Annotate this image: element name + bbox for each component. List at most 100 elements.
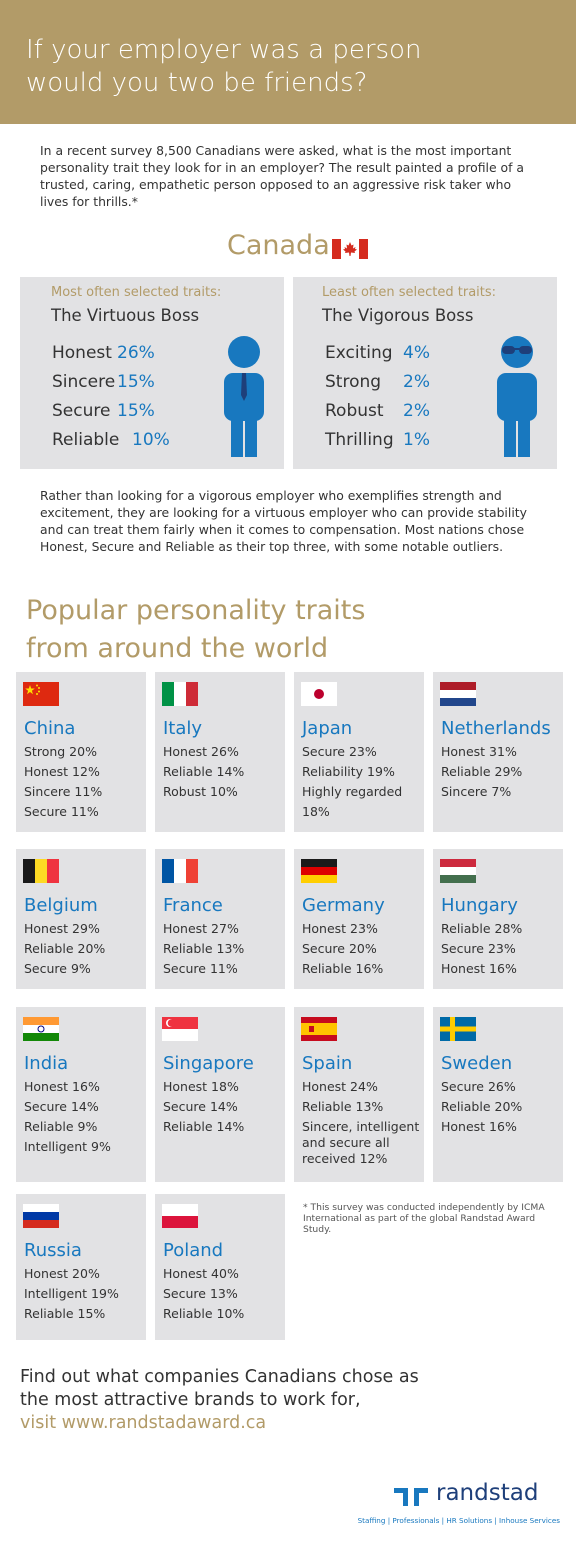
trait-line: Honest 27% [163, 921, 239, 936]
hungary-flag-icon [440, 859, 476, 883]
country-name: Poland [163, 1240, 224, 1261]
section-heading-line-1: Popular personality traits [26, 595, 366, 626]
country-name: Japan [302, 718, 353, 739]
country-traits: Honest 23% Secure 20% Reliable 16% [302, 919, 422, 979]
country-traits: Honest 26% Reliable 14% Robust 10% [163, 742, 283, 802]
cta-line-2: the most attractive brands to work for, [20, 1390, 361, 1410]
trait-line: Secure 13% [163, 1286, 238, 1301]
virtuous-trait-name: Secure [52, 401, 111, 421]
businessman-figure-icon [224, 336, 264, 457]
country-card-germany: Germany Honest 23% Secure 20% Reliable 1… [294, 849, 424, 989]
country-card-sweden: Sweden Secure 26% Reliable 20% Honest 16… [433, 1007, 563, 1182]
virtuous-trait-name: Honest [52, 343, 112, 363]
netherlands-flag-icon [440, 682, 476, 706]
vigorous-subtitle: Least often selected traits: [322, 285, 497, 300]
trait-line: Reliable 20% [441, 1099, 523, 1114]
country-name: India [24, 1053, 69, 1074]
vigorous-trait-name: Exciting [325, 343, 393, 363]
trait-line: Reliable 13% [163, 941, 245, 956]
italy-flag-icon [162, 682, 198, 706]
country-traits: Honest 29% Reliable 20% Secure 9% [24, 919, 144, 979]
trait-line: Secure 23% [441, 941, 516, 956]
trait-line: Intelligent 19% [24, 1286, 119, 1301]
country-traits: Honest 40% Secure 13% Reliable 10% [163, 1264, 283, 1324]
randstad-wordmark: randstad [436, 1480, 539, 1506]
vigorous-trait-pct: 4% [403, 343, 430, 363]
trait-line: Reliable 15% [24, 1306, 106, 1321]
trait-line: Intelligent 9% [24, 1139, 111, 1154]
country-name: Russia [24, 1240, 82, 1261]
canada-heading: Canada [227, 230, 368, 266]
randstad-award-link[interactable]: visit www.randstadaward.ca [20, 1413, 267, 1433]
country-name: Netherlands [441, 718, 551, 739]
trait-line: Honest 20% [24, 1266, 100, 1281]
country-name: Italy [163, 718, 203, 739]
virtuous-trait-pct: 15% [117, 372, 155, 392]
trait-line: Honest 40% [163, 1266, 239, 1281]
country-traits: Secure 23% Reliability 19% Highly regard… [302, 742, 416, 822]
virtuous-subtitle: Most often selected traits: [51, 285, 222, 300]
section-heading: Popular personality traits from around t… [26, 592, 546, 668]
trait-line: Honest 26% [163, 744, 239, 759]
country-card-japan: Japan Secure 23% Reliability 19% Highly … [294, 672, 424, 832]
sunglasses-figure-icon [497, 336, 537, 457]
trait-line: Honest 16% [441, 961, 517, 976]
trait-line: Secure 23% [302, 744, 377, 759]
trait-line: Honest 18% [163, 1079, 239, 1094]
country-traits: Honest 27% Reliable 13% Secure 11% [163, 919, 283, 979]
vigorous-trait-name: Robust [325, 401, 384, 421]
country-traits: Secure 26% Reliable 20% Honest 16% [441, 1077, 561, 1137]
country-card-hungary: Hungary Reliable 28% Secure 23% Honest 1… [433, 849, 563, 989]
trait-line: Reliable 9% [24, 1119, 98, 1134]
vigorous-trait-name: Strong [325, 372, 382, 392]
randstad-logo: randstad [392, 1480, 562, 1510]
trait-line: Honest 29% [24, 921, 100, 936]
country-traits: Honest 18% Secure 14% Reliable 14% [163, 1077, 283, 1137]
sweden-flag-icon [440, 1017, 476, 1041]
trait-line: Sincere, intelligent and secure all rece… [302, 1119, 420, 1166]
trait-line: Secure 11% [24, 804, 99, 819]
india-flag-icon [23, 1017, 59, 1041]
country-name: Belgium [24, 895, 98, 916]
country-card-spain: Spain Honest 24% Reliable 13% Sincere, i… [294, 1007, 424, 1182]
trait-line: Reliable 29% [441, 764, 523, 779]
country-name: China [24, 718, 76, 739]
spain-flag-icon [301, 1017, 337, 1041]
country-traits: Honest 20% Intelligent 19% Reliable 15% [24, 1264, 144, 1324]
trait-line: Reliable 16% [302, 961, 384, 976]
germany-flag-icon [301, 859, 337, 883]
country-name: Sweden [441, 1053, 513, 1074]
cta-line-1: Find out what companies Canadians chose … [20, 1367, 419, 1387]
country-traits: Reliable 28% Secure 23% Honest 16% [441, 919, 561, 979]
virtuous-trait-pct: 15% [117, 401, 155, 421]
trait-line: Honest 16% [24, 1079, 100, 1094]
call-to-action: Find out what companies Canadians chose … [20, 1366, 560, 1435]
services-tagline: Staffing | Professionals | HR Solutions … [357, 1516, 560, 1525]
page-title: If your employer was a person would you … [26, 34, 566, 100]
trait-line: Reliable 14% [163, 1119, 245, 1134]
vigorous-trait-pct: 1% [403, 430, 430, 450]
trait-line: Strong 20% [24, 744, 97, 759]
country-card-france: France Honest 27% Reliable 13% Secure 11… [155, 849, 285, 989]
country-card-poland: Poland Honest 40% Secure 13% Reliable 10… [155, 1194, 285, 1340]
trait-line: Sincere 11% [24, 784, 103, 799]
country-card-belgium: Belgium Honest 29% Reliable 20% Secure 9… [16, 849, 146, 989]
vigorous-trait-pct: 2% [403, 401, 430, 421]
trait-line: Honest 16% [441, 1119, 517, 1134]
title-line-1: If your employer was a person [26, 35, 422, 65]
header-banner: If your employer was a person would you … [0, 0, 576, 124]
country-card-italy: Italy Honest 26% Reliable 14% Robust 10% [155, 672, 285, 832]
vigorous-trait-name: Thrilling [325, 430, 394, 450]
trait-line: Reliable 10% [163, 1306, 245, 1321]
country-traits: Honest 31% Reliable 29% Sincere 7% [441, 742, 561, 802]
country-traits: Honest 16% Secure 14% Reliable 9% Intell… [24, 1077, 144, 1157]
trait-line: Honest 24% [302, 1079, 378, 1094]
virtuous-trait-name: Sincere [52, 372, 116, 392]
title-line-2: would you two be friends? [26, 68, 368, 98]
country-card-singapore: Singapore Honest 18% Secure 14% Reliable… [155, 1007, 285, 1182]
trait-line: Reliable 20% [24, 941, 106, 956]
country-name: Germany [302, 895, 385, 916]
trait-line: Secure 14% [163, 1099, 238, 1114]
trait-line: Secure 11% [163, 961, 238, 976]
vigorous-boss-panel: Least often selected traits: The Vigorou… [293, 277, 557, 469]
